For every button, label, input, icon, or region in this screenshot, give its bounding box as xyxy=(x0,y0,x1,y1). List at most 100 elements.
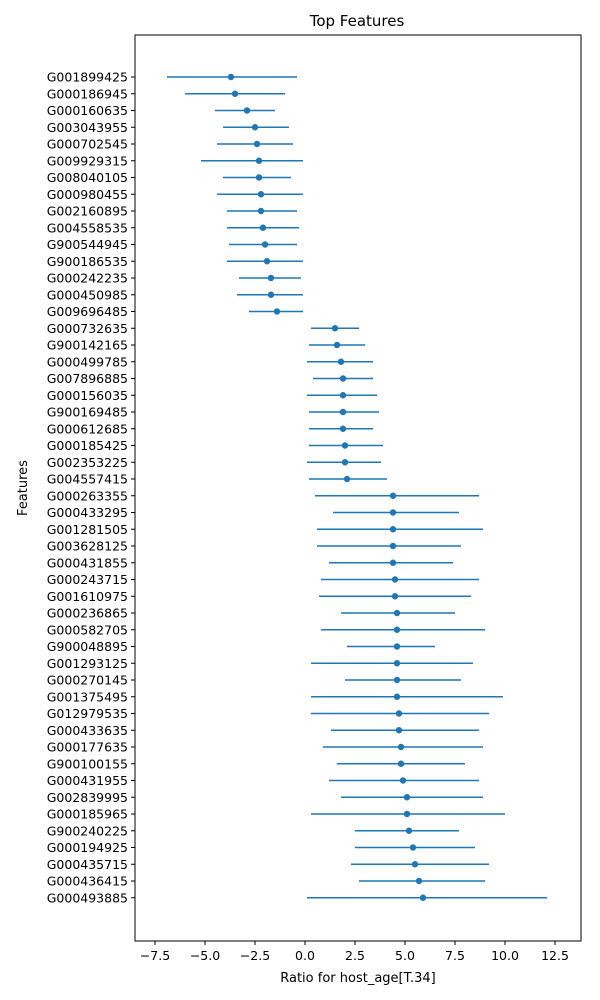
x-axis: −7.5 −5.0 −2.5 0.0 2.5 5.0 7.5 10.0 12.5 xyxy=(140,941,569,963)
point-estimate xyxy=(389,509,397,516)
y-tick-label: G000450985 xyxy=(47,287,128,302)
x-tick-label: 2.5 xyxy=(345,948,365,963)
y-tick-label: G004557415 xyxy=(47,472,128,487)
y-tick-label: G000433635 xyxy=(47,723,128,738)
y-tick-label: G007896885 xyxy=(47,371,128,386)
point-estimate xyxy=(259,224,267,231)
y-tick-label: G003628125 xyxy=(47,539,128,554)
y-tick-label: G000980455 xyxy=(47,187,128,202)
x-tick-label: 10.0 xyxy=(491,948,519,963)
y-tick-label: G000431855 xyxy=(47,555,128,570)
plot-frame xyxy=(134,34,582,942)
point-estimate xyxy=(397,760,405,767)
point-estimate xyxy=(253,140,261,148)
y-tick-label: G003043955 xyxy=(47,120,128,135)
point-estimate xyxy=(341,459,349,466)
point-estimate xyxy=(393,609,401,617)
point-estimate xyxy=(331,325,339,332)
point-estimate xyxy=(333,341,341,349)
y-tick-label: G000186945 xyxy=(47,86,128,101)
point-estimate xyxy=(341,442,349,449)
point-estimate xyxy=(395,710,403,717)
y-tick-label: G001610975 xyxy=(47,589,128,604)
y-tick-label: G900048895 xyxy=(47,639,128,654)
chart-title: Top Features xyxy=(309,12,405,30)
point-estimate xyxy=(389,559,397,566)
y-axis-label: Features xyxy=(16,460,31,516)
point-estimate xyxy=(231,90,239,97)
point-estimate xyxy=(337,358,345,365)
y-tick-label: G000242235 xyxy=(47,271,128,286)
y-tick-label: G900240225 xyxy=(47,823,128,838)
y-tick-label: G002160895 xyxy=(47,204,128,219)
point-estimate xyxy=(389,492,397,499)
point-estimate xyxy=(409,844,417,851)
point-estimate xyxy=(339,425,347,432)
point-estimate xyxy=(403,794,411,801)
y-tick-label: G001293125 xyxy=(47,656,128,671)
point-estimate xyxy=(343,475,351,483)
x-tick-label: −2.5 xyxy=(240,948,270,963)
point-estimate xyxy=(393,660,401,667)
y-tick-label: G000270145 xyxy=(47,673,128,688)
y-tick-label: G009929315 xyxy=(47,153,128,168)
y-tick-label: G000177635 xyxy=(47,740,128,755)
y-tick-label: G000499785 xyxy=(47,354,128,369)
y-tick-label: G000582705 xyxy=(47,622,128,637)
y-tick-label: G000194925 xyxy=(47,840,128,855)
y-tick-label: G009696485 xyxy=(47,304,128,319)
y-tick-label: G001375495 xyxy=(47,689,128,704)
y-tick-label: G000493885 xyxy=(47,890,128,905)
point-estimate xyxy=(255,157,263,164)
point-estimate xyxy=(339,408,347,416)
y-tick-label: G001899425 xyxy=(47,70,128,85)
y-tick-label: G000612685 xyxy=(47,421,128,436)
point-estimate xyxy=(393,626,401,633)
point-estimate xyxy=(399,777,407,784)
point-estimate xyxy=(257,191,265,198)
point-estimate xyxy=(419,894,427,901)
point-estimate xyxy=(227,73,235,81)
point-estimate xyxy=(393,693,401,700)
x-tick-label: 0.0 xyxy=(295,948,315,963)
point-estimate xyxy=(393,676,401,684)
x-axis-label: Ratio for host_age[T.34] xyxy=(280,971,436,986)
y-tick-label: G900186535 xyxy=(47,254,128,269)
y-tick-label: G000156035 xyxy=(47,388,128,403)
y-tick-label: G900142165 xyxy=(47,338,128,353)
point-estimate xyxy=(267,291,275,298)
point-estimate xyxy=(393,643,401,650)
point-estimate xyxy=(257,207,265,215)
y-tick-label: G000263355 xyxy=(47,488,128,503)
y-tick-label: G008040105 xyxy=(47,170,128,185)
plot-marks xyxy=(167,73,547,901)
x-tick-label: −7.5 xyxy=(140,948,170,963)
point-estimate xyxy=(263,258,271,265)
point-estimate xyxy=(397,743,405,751)
y-tick-label: G000732635 xyxy=(47,321,128,336)
point-estimate xyxy=(339,375,347,382)
y-tick-label: G000185965 xyxy=(47,807,128,822)
y-tick-label: G002353225 xyxy=(47,455,128,470)
y-tick-label: G000185425 xyxy=(47,438,128,453)
point-estimate xyxy=(389,526,397,533)
y-tick-label: G000431955 xyxy=(47,773,128,788)
y-tick-label: G002839995 xyxy=(47,790,128,805)
y-tick-label: G900169485 xyxy=(47,405,128,420)
x-tick-label: −5.0 xyxy=(190,948,220,963)
point-estimate xyxy=(273,308,281,315)
point-estimate xyxy=(391,593,399,600)
y-tick-label: G000433295 xyxy=(47,505,128,520)
y-tick-label: G000243715 xyxy=(47,572,128,587)
point-estimate xyxy=(415,877,423,885)
y-tick-label: G900544945 xyxy=(47,237,128,252)
point-estimate xyxy=(395,727,403,734)
x-tick-label: 7.5 xyxy=(445,948,465,963)
point-estimate xyxy=(243,107,251,114)
x-tick-label: 5.0 xyxy=(395,948,415,963)
y-tick-label: G000435715 xyxy=(47,857,128,872)
point-estimate xyxy=(405,827,413,834)
x-tick-label: 12.5 xyxy=(541,948,569,963)
